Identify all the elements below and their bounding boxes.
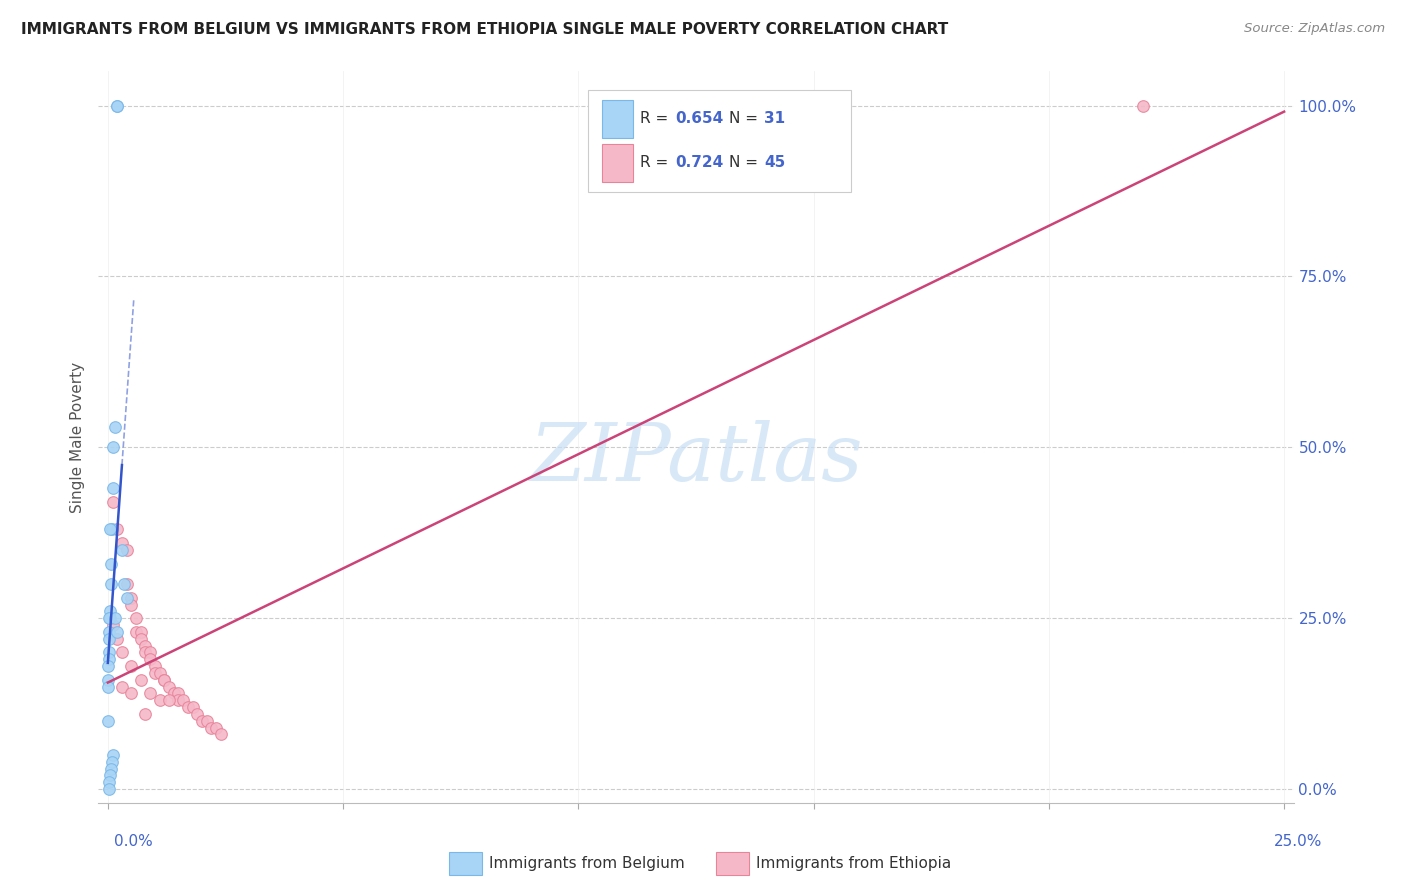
- Point: [101, 618, 124, 632]
- Point: [112, 577, 135, 591]
- Point: [104, 420, 127, 434]
- Point: [125, 624, 148, 639]
- Point: [97, 714, 120, 728]
- Point: [101, 747, 124, 762]
- Point: [195, 714, 218, 728]
- Point: [143, 665, 166, 680]
- Text: 0.0%: 0.0%: [114, 834, 153, 849]
- Point: [1132, 98, 1154, 112]
- Point: [98, 611, 121, 625]
- Point: [129, 632, 152, 646]
- Text: R =: R =: [640, 112, 673, 127]
- Point: [100, 522, 122, 536]
- Point: [191, 714, 214, 728]
- Point: [177, 700, 200, 714]
- Point: [111, 536, 134, 550]
- Point: [100, 577, 122, 591]
- Point: [149, 693, 172, 707]
- Text: N =: N =: [730, 155, 763, 170]
- Point: [105, 632, 128, 646]
- Point: [97, 673, 120, 687]
- Point: [100, 755, 122, 769]
- Point: [153, 673, 176, 687]
- Point: [111, 542, 134, 557]
- Point: [163, 686, 186, 700]
- Y-axis label: Single Male Poverty: Single Male Poverty: [70, 361, 86, 513]
- Point: [115, 542, 138, 557]
- Point: [97, 659, 120, 673]
- Point: [120, 591, 142, 605]
- Point: [143, 659, 166, 673]
- Point: [104, 611, 127, 625]
- Point: [134, 639, 156, 653]
- Point: [167, 686, 190, 700]
- Point: [181, 700, 204, 714]
- Point: [167, 693, 190, 707]
- Text: IMMIGRANTS FROM BELGIUM VS IMMIGRANTS FROM ETHIOPIA SINGLE MALE POVERTY CORRELAT: IMMIGRANTS FROM BELGIUM VS IMMIGRANTS FR…: [21, 22, 948, 37]
- Point: [97, 632, 120, 646]
- Point: [200, 721, 222, 735]
- Point: [111, 680, 134, 694]
- Text: Source: ZipAtlas.com: Source: ZipAtlas.com: [1244, 22, 1385, 36]
- Point: [111, 645, 134, 659]
- Point: [120, 686, 142, 700]
- Point: [105, 624, 128, 639]
- Point: [98, 624, 121, 639]
- FancyBboxPatch shape: [602, 100, 633, 138]
- Point: [125, 611, 148, 625]
- Point: [101, 481, 124, 495]
- Point: [157, 680, 180, 694]
- Text: R =: R =: [640, 155, 673, 170]
- Point: [172, 693, 194, 707]
- Point: [101, 440, 124, 454]
- Text: 31: 31: [763, 112, 785, 127]
- Point: [98, 522, 121, 536]
- Point: [97, 680, 120, 694]
- Point: [139, 645, 162, 659]
- Point: [100, 557, 122, 571]
- Point: [100, 762, 122, 776]
- Point: [209, 727, 232, 741]
- Point: [120, 659, 142, 673]
- Point: [97, 645, 120, 659]
- Text: Immigrants from Ethiopia: Immigrants from Ethiopia: [756, 856, 952, 871]
- Point: [98, 768, 121, 782]
- Point: [101, 495, 124, 509]
- Point: [98, 611, 121, 625]
- Point: [129, 673, 152, 687]
- Point: [186, 706, 208, 721]
- Text: 25.0%: 25.0%: [1274, 834, 1322, 849]
- Point: [120, 598, 142, 612]
- Text: N =: N =: [730, 112, 763, 127]
- Point: [97, 652, 120, 666]
- Point: [98, 604, 121, 618]
- Text: Immigrants from Belgium: Immigrants from Belgium: [489, 856, 685, 871]
- FancyBboxPatch shape: [602, 144, 633, 182]
- Text: 45: 45: [763, 155, 786, 170]
- Point: [115, 577, 138, 591]
- Point: [115, 591, 138, 605]
- FancyBboxPatch shape: [589, 90, 852, 192]
- Text: ZIPatlas: ZIPatlas: [529, 420, 863, 498]
- Point: [129, 624, 152, 639]
- Point: [139, 652, 162, 666]
- Point: [153, 673, 176, 687]
- Point: [98, 775, 121, 789]
- Point: [139, 686, 162, 700]
- Text: 0.724: 0.724: [676, 155, 724, 170]
- Point: [105, 98, 128, 112]
- Point: [149, 665, 172, 680]
- Point: [105, 98, 128, 112]
- Point: [157, 693, 180, 707]
- Point: [134, 706, 156, 721]
- Point: [205, 721, 228, 735]
- Text: 0.654: 0.654: [676, 112, 724, 127]
- Point: [97, 782, 120, 797]
- Point: [105, 522, 128, 536]
- Point: [134, 645, 156, 659]
